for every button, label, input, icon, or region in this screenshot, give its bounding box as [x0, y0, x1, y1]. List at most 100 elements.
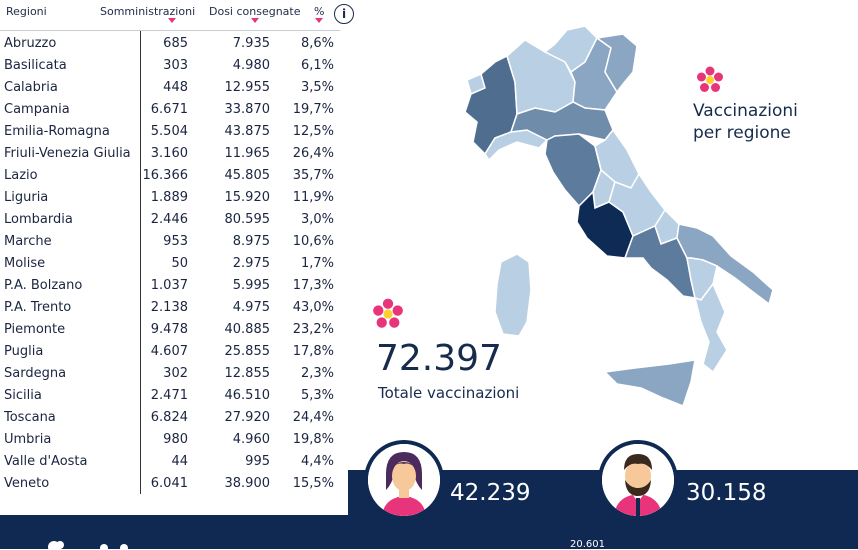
region-name: Campania [4, 102, 70, 117]
table-row[interactable]: Liguria 1.889 15.920 11,9% [0, 187, 340, 209]
table-row[interactable]: Toscana 6.824 27.920 24,4% [0, 407, 340, 429]
admin-count: 50 [171, 256, 188, 271]
doses-count: 4.975 [232, 300, 270, 315]
region-name: Sicilia [4, 388, 42, 403]
table-row[interactable]: P.A. Bolzano 1.037 5.995 17,3% [0, 275, 340, 297]
percent-value: 19,7% [292, 102, 334, 117]
region-name: Piemonte [4, 322, 66, 337]
region-name: Veneto [4, 476, 50, 491]
female-count: 42.239 [450, 480, 531, 506]
table-row[interactable]: Basilicata 303 4.980 6,1% [0, 55, 340, 77]
region-name: Molise [4, 256, 46, 271]
region-name: Basilicata [4, 58, 67, 73]
header-somministrazioni[interactable]: Somministrazioni [100, 5, 196, 18]
map-title-line2: per regione [693, 123, 791, 143]
percent-value: 23,2% [292, 322, 334, 337]
doses-count: 15.920 [224, 190, 271, 205]
region-name: Valle d'Aosta [4, 454, 88, 469]
percent-value: 6,1% [300, 58, 334, 73]
table-row[interactable]: Molise 50 2.975 1,7% [0, 253, 340, 275]
doses-count: 27.920 [224, 410, 271, 425]
doses-count: 8.975 [232, 234, 270, 249]
admin-count: 685 [163, 36, 188, 51]
table-row[interactable]: Calabria 448 12.955 3,5% [0, 77, 340, 99]
table-row[interactable]: Emilia-Romagna 5.504 43.875 12,5% [0, 121, 340, 143]
region-name: Sardegna [4, 366, 67, 381]
flower-icon [373, 298, 403, 328]
doses-count: 40.885 [224, 322, 271, 337]
sort-somministrazioni-icon[interactable] [168, 18, 176, 23]
sort-dosi-icon[interactable] [251, 18, 259, 23]
table-row[interactable]: Abruzzo 685 7.935 8,6% [0, 33, 340, 55]
table-row[interactable]: Sicilia 2.471 46.510 5,3% [0, 385, 340, 407]
table-row[interactable]: P.A. Trento 2.138 4.975 43,0% [0, 297, 340, 319]
doses-count: 38.900 [224, 476, 271, 491]
header-divider [0, 30, 340, 31]
doses-count: 25.855 [224, 344, 271, 359]
percent-value: 15,5% [292, 476, 334, 491]
region-name: P.A. Trento [4, 300, 72, 315]
table-row[interactable]: Piemonte 9.478 40.885 23,2% [0, 319, 340, 341]
region-name: Friuli-Venezia Giulia [4, 146, 131, 161]
map-title: Vaccinazioni per regione [693, 100, 798, 144]
admin-count: 1.889 [150, 190, 188, 205]
percent-value: 8,6% [300, 36, 334, 51]
table-row[interactable]: Lazio 16.366 45.805 35,7% [0, 165, 340, 187]
table-row[interactable]: Lombardia 2.446 80.595 3,0% [0, 209, 340, 231]
admin-count: 448 [163, 80, 188, 95]
table-row[interactable]: Sardegna 302 12.855 2,3% [0, 363, 340, 385]
region-name: Calabria [4, 80, 58, 95]
admin-count: 302 [163, 366, 188, 381]
doses-count: 33.870 [224, 102, 271, 117]
percent-value: 17,3% [292, 278, 334, 293]
region-name: Abruzzo [4, 36, 57, 51]
table-row[interactable]: Veneto 6.041 38.900 15,5% [0, 473, 340, 495]
doses-count: 11.965 [224, 146, 271, 161]
header-percent[interactable]: % [314, 5, 325, 18]
region-sicilia [603, 359, 696, 407]
table-row[interactable]: Friuli-Venezia Giulia 3.160 11.965 26,4% [0, 143, 340, 165]
admin-count: 2.471 [150, 388, 188, 403]
region-name: Liguria [4, 190, 49, 205]
doses-count: 2.975 [232, 256, 270, 271]
admin-count: 953 [163, 234, 188, 249]
doses-count: 4.980 [232, 58, 270, 73]
logo-icon [48, 541, 128, 549]
region-name: Marche [4, 234, 52, 249]
doses-count: 43.875 [224, 124, 271, 139]
percent-value: 17,8% [292, 344, 334, 359]
percent-value: 5,3% [300, 388, 334, 403]
table-row[interactable]: Umbria 980 4.960 19,8% [0, 429, 340, 451]
admin-count: 16.366 [142, 168, 189, 183]
table-row[interactable]: Marche 953 8.975 10,6% [0, 231, 340, 253]
admin-count: 4.607 [150, 344, 188, 359]
doses-count: 80.595 [224, 212, 271, 227]
footer-partial-number: 20.601 [570, 539, 605, 550]
region-name: Umbria [4, 432, 52, 447]
region-friuli [595, 33, 638, 94]
table-row[interactable]: Valle d'Aosta 44 995 4,4% [0, 451, 340, 473]
admin-count: 3.160 [150, 146, 188, 161]
admin-count: 1.037 [150, 278, 188, 293]
total-vaccinations-label: Totale vaccinazioni [378, 384, 520, 402]
admin-count: 9.478 [150, 322, 188, 337]
header-regioni[interactable]: Regioni [6, 5, 47, 18]
total-vaccinations-value: 72.397 [376, 338, 502, 379]
admin-count: 2.138 [150, 300, 188, 315]
percent-value: 35,7% [292, 168, 334, 183]
region-name: Puglia [4, 344, 44, 359]
percent-value: 12,5% [292, 124, 334, 139]
header-dosi-consegnate[interactable]: Dosi consegnate [209, 5, 301, 18]
region-name: Lazio [4, 168, 38, 183]
table-row[interactable]: Puglia 4.607 25.855 17,8% [0, 341, 340, 363]
percent-value: 24,4% [292, 410, 334, 425]
region-calabria [693, 282, 728, 374]
info-icon[interactable]: i [334, 4, 354, 24]
doses-count: 45.805 [224, 168, 271, 183]
table-row[interactable]: Campania 6.671 33.870 19,7% [0, 99, 340, 121]
sort-percent-icon[interactable] [315, 18, 323, 23]
admin-count: 5.504 [150, 124, 188, 139]
doses-count: 7.935 [232, 36, 270, 51]
map-title-line1: Vaccinazioni [693, 101, 798, 121]
admin-count: 6.671 [150, 102, 188, 117]
